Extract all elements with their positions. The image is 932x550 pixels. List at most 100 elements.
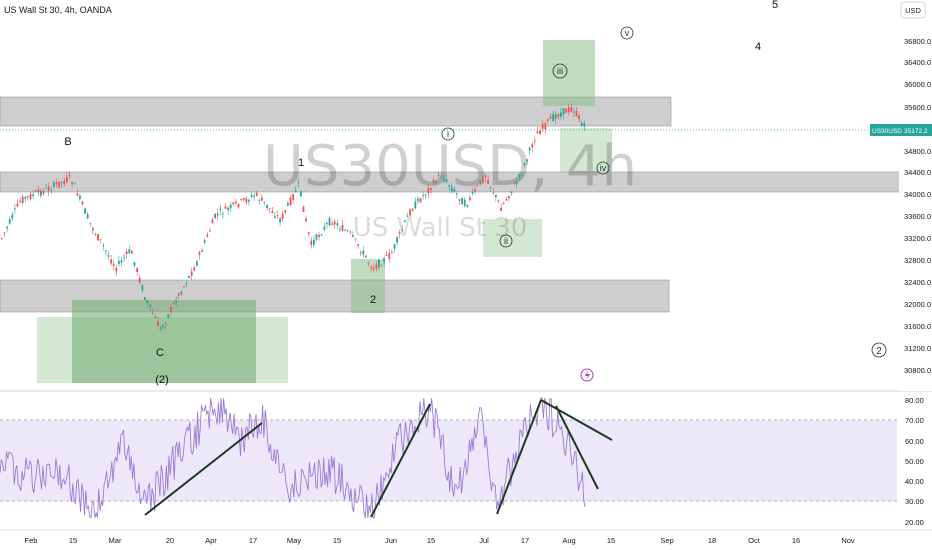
candle-body (107, 255, 110, 257)
candle-body (541, 124, 544, 129)
rsi-tick-label: 50.00 (905, 457, 924, 466)
time-tick-label: Oct (748, 536, 761, 545)
candle-body (94, 234, 97, 235)
price-tick-label: 33600.0 (904, 212, 931, 221)
price-axis[interactable]: USD 36800.0 36400.0 36000.0 35600.0 34800.0 3… (899, 0, 932, 391)
candle-body (235, 201, 237, 204)
rsi-trendline-4 (540, 399, 613, 441)
candle-body (245, 198, 248, 203)
candle-body (138, 277, 141, 283)
candle-body (417, 198, 419, 202)
candle-body (201, 250, 203, 253)
rsi-line (0, 397, 586, 520)
zone-wave-2[interactable] (351, 259, 385, 313)
candle-body (276, 215, 279, 216)
candle-body (560, 112, 562, 117)
candle-body (11, 214, 14, 219)
candle-body (385, 254, 388, 256)
candle-body (536, 131, 539, 134)
candle-body (580, 122, 583, 127)
candle-body (255, 192, 258, 196)
time-tick-label: Nov (841, 536, 855, 545)
candle-body (3, 232, 6, 234)
candle-body (105, 250, 107, 252)
candle-body (469, 197, 471, 200)
wave-circle-ii (499, 234, 513, 248)
time-tick-label: Aug (562, 536, 575, 545)
wave-circle-v (620, 26, 634, 40)
candle-body (219, 208, 222, 211)
rsi-axis[interactable]: 80.00 70.00 60.00 50.00 40.00 30.00 20.00 (899, 392, 932, 530)
candle-body (209, 230, 211, 232)
time-tick-label: Sep (660, 536, 673, 545)
candle-body (144, 297, 146, 300)
candle-body (34, 191, 37, 192)
wave-label-c: C (156, 347, 164, 359)
wave-label-v: v (625, 28, 630, 38)
candle-body (461, 197, 463, 205)
candle-body (398, 232, 401, 234)
candle-body (495, 194, 497, 198)
candle-body (203, 240, 206, 243)
candle-body (266, 204, 268, 208)
candle-body (344, 230, 346, 231)
target-zone-c[interactable] (72, 300, 256, 383)
candle-body (487, 179, 489, 184)
wave-label-ii: ii (504, 236, 508, 246)
time-tick-label: 15 (607, 536, 615, 545)
candle-body (437, 174, 440, 176)
candle-body (123, 257, 125, 259)
candle-body (544, 123, 547, 130)
candle-body (414, 201, 417, 209)
lightning-icon[interactable] (580, 368, 594, 382)
candle-body (391, 252, 393, 254)
candle-body (547, 119, 549, 121)
candle-body (448, 185, 450, 187)
zone-wave-iv[interactable] (560, 128, 612, 172)
candle-body (24, 196, 27, 199)
rsi-tick-label: 70.00 (905, 416, 924, 425)
candle-body (102, 245, 105, 247)
candle-body (99, 239, 102, 241)
candle-body (471, 191, 474, 194)
candle-body (476, 185, 479, 186)
candle-body (430, 188, 432, 191)
candle-body (92, 228, 94, 231)
price-tick-label: 35600.0 (904, 103, 931, 112)
candle-body (196, 261, 198, 266)
candle-body (8, 219, 11, 224)
candle-body (482, 177, 484, 184)
candle-body (240, 199, 242, 200)
candle-body (570, 107, 573, 112)
candle-body (554, 114, 557, 120)
candle-body (294, 190, 297, 193)
candle-body (388, 253, 391, 259)
candle-body (206, 234, 209, 237)
rsi-band (0, 420, 897, 501)
time-axis[interactable]: Feb 15 Mar 20 Apr 17 May 15 Jun 15 Jul 17 Aug 15 Sep 18… (0, 529, 932, 545)
candle-body (432, 179, 435, 183)
candle-body (531, 144, 534, 148)
support-zone-lower[interactable] (0, 279, 670, 313)
zone-wave-ii[interactable] (483, 219, 542, 257)
candle-body (562, 108, 565, 115)
time-tick-label: 15 (69, 536, 77, 545)
price-tick-label: 34800.0 (904, 147, 931, 156)
rsi-pane (0, 397, 897, 520)
wave-circle-iv (596, 161, 610, 175)
zone-wave-iii[interactable] (543, 40, 595, 106)
wave-circle-iii (552, 63, 568, 79)
candle-body (63, 180, 66, 185)
candle-body (79, 195, 81, 200)
candle-body (575, 110, 578, 117)
time-tick-label: 20 (166, 536, 174, 545)
wave-label-circ-2: 2 (876, 346, 882, 357)
candle-body (328, 217, 331, 226)
rsi-trendlines[interactable] (144, 399, 613, 518)
candle-body (167, 314, 170, 318)
candle-body (307, 232, 310, 234)
price-tick-label: 34000.0 (904, 190, 931, 199)
candle-body (162, 325, 164, 328)
currency-label: USD (905, 6, 921, 15)
